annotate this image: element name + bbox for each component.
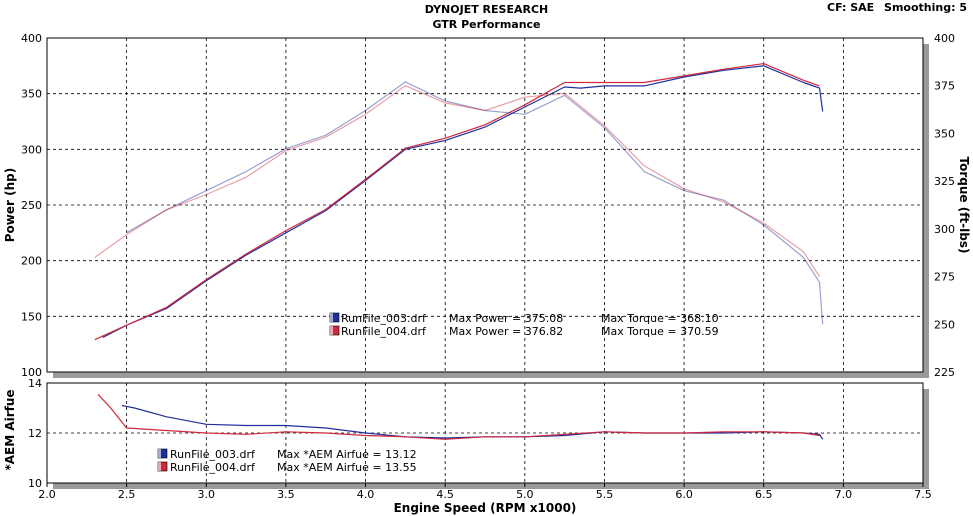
airfuel-tick-label: 14 — [28, 377, 42, 390]
power-line-run-003 — [102, 65, 824, 339]
chart-subtitle: GTR Performance — [432, 18, 541, 31]
legend-swatch-run-003-shine — [158, 449, 161, 458]
power-tick-label: 200 — [21, 255, 42, 268]
legend-max-torque: Max Torque = 370.59 — [601, 325, 719, 338]
x-tick-label: 3.0 — [198, 488, 216, 501]
legend-file-name: RunFile_003.drf — [170, 448, 256, 461]
torque-axis-title: Torque (ft-lbs) — [957, 157, 971, 254]
x-tick-label: 6.5 — [755, 488, 773, 501]
torque-tick-label: 400 — [934, 32, 955, 45]
legend-file-name: RunFile_004.drf — [341, 325, 427, 338]
x-tick-label: 4.0 — [357, 488, 375, 501]
x-tick-label: 2.5 — [118, 488, 136, 501]
correction-info: CF: SAE Smoothing: 5 — [821, 1, 967, 14]
legend-max-torque: Max Torque = 368.10 — [601, 312, 719, 325]
power-tick-label: 400 — [21, 32, 42, 45]
x-tick-label: 2.0 — [38, 488, 56, 501]
torque-tick-label: 375 — [934, 80, 955, 93]
x-tick-label: 4.5 — [436, 488, 454, 501]
airfuel-line-run-004 — [97, 393, 820, 440]
torque-tick-label: 325 — [934, 175, 955, 188]
legend-max-power: Max Power = 375.08 — [449, 312, 563, 325]
power-line-run-004 — [94, 62, 820, 341]
x-tick-label: 7.5 — [914, 488, 932, 501]
legend-swatch-run-004-shine — [330, 326, 333, 335]
x-tick-label: 7.0 — [835, 488, 853, 501]
legend-swatch-run-004-shine — [158, 462, 161, 471]
airfuel-axis-title: *AEM Airfue — [3, 389, 17, 470]
x-tick-label: 5.0 — [516, 488, 534, 501]
torque-tick-label: 250 — [934, 318, 955, 331]
power-tick-label: 150 — [21, 310, 42, 323]
chart-title: DYNOJET RESEARCH — [424, 3, 549, 16]
legend-swatch-run-003-shine — [330, 313, 333, 322]
smoothing-label: Smoothing: 5 — [884, 1, 967, 14]
power-axis-title: Power (hp) — [3, 168, 17, 242]
airfuel-plot: 10 12 14 *AEM Airfue RunFile_003.drf Max *AEM… — [3, 377, 929, 490]
torque-tick-label: 275 — [934, 271, 955, 284]
x-tick-label: 5.5 — [596, 488, 614, 501]
legend-file-name: RunFile_004.drf — [170, 461, 256, 474]
x-tick-label: 3.5 — [277, 488, 295, 501]
torque-line-run-003 — [126, 81, 824, 325]
airfuel-tick-label: 12 — [28, 427, 42, 440]
correction-factor-label: CF: SAE — [827, 1, 875, 14]
airfuel-tick-label: 10 — [28, 477, 42, 490]
x-tick-label: 6.0 — [675, 488, 693, 501]
torque-tick-label: 300 — [934, 223, 955, 236]
power-torque-plot: 100 150 200 250 300 350 400 225 250 275 300 325 350 3… — [3, 32, 971, 379]
power-tick-label: 300 — [21, 143, 42, 156]
legend-max-airfuel: Max *AEM Airfue = 13.55 — [277, 461, 417, 474]
legend-max-airfuel: Max *AEM Airfue = 13.12 — [277, 448, 417, 461]
power-tick-label: 350 — [21, 88, 42, 101]
legend-file-name: RunFile_003.drf — [341, 312, 427, 325]
power-tick-label: 250 — [21, 199, 42, 212]
legend-max-power: Max Power = 376.82 — [449, 325, 563, 338]
power-tick-label: 100 — [21, 366, 42, 379]
x-axis-title: Engine Speed (RPM x1000) — [394, 501, 577, 515]
torque-tick-label: 225 — [934, 366, 955, 379]
torque-line-run-004 — [94, 85, 821, 277]
torque-tick-label: 350 — [934, 127, 955, 140]
x-axis: 2.0 2.5 3.0 3.5 4.0 4.5 5.0 5.5 6.0 6.5 7.0 7.5 Engi… — [38, 483, 932, 515]
